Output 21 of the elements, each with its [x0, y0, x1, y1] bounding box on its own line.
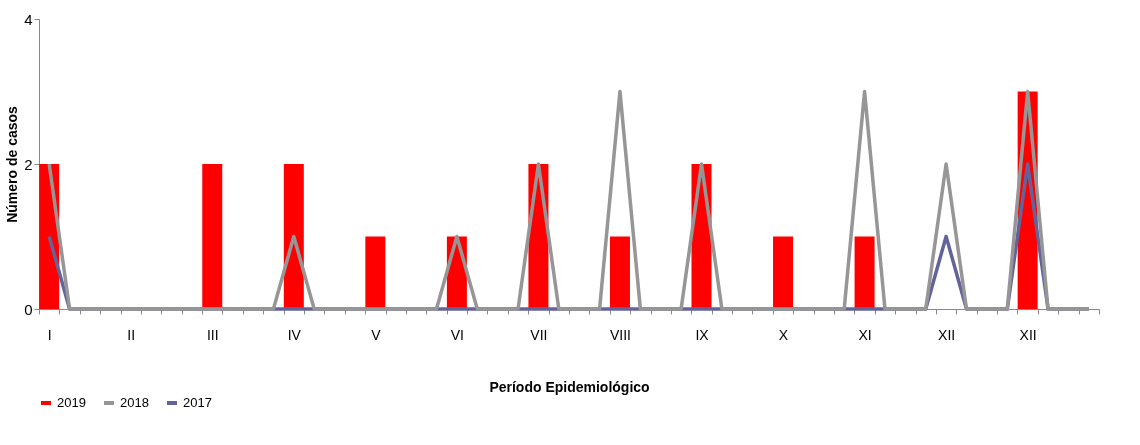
x-tick-label: VIII	[609, 326, 631, 343]
legend-label: 2018	[120, 395, 149, 410]
x-tick-label: V	[371, 326, 382, 343]
x-tick-label: II	[127, 326, 136, 343]
x-tick-label: IV	[287, 326, 302, 343]
x-axis-title: Período Epidemiológico	[489, 378, 650, 395]
y-tick-label: 4	[24, 10, 33, 28]
x-tick-label: XI	[858, 326, 872, 343]
y-tick-label: 2	[24, 155, 33, 173]
x-tick-label: XII	[938, 326, 956, 343]
x-tick-label: VII	[530, 326, 548, 343]
x-tick-label: III	[206, 326, 219, 343]
legend-label: 2019	[57, 395, 86, 410]
x-tick-label: I	[47, 326, 52, 343]
y-axis-title: Número de casos	[4, 105, 21, 223]
legend-label: 2017	[183, 395, 212, 410]
y-tick-label: 0	[24, 300, 33, 318]
x-tick-label: X	[778, 326, 789, 343]
x-tick-label: IX	[695, 326, 710, 343]
x-tick-label: XII	[1019, 326, 1037, 343]
x-tick-label: VI	[450, 326, 464, 343]
